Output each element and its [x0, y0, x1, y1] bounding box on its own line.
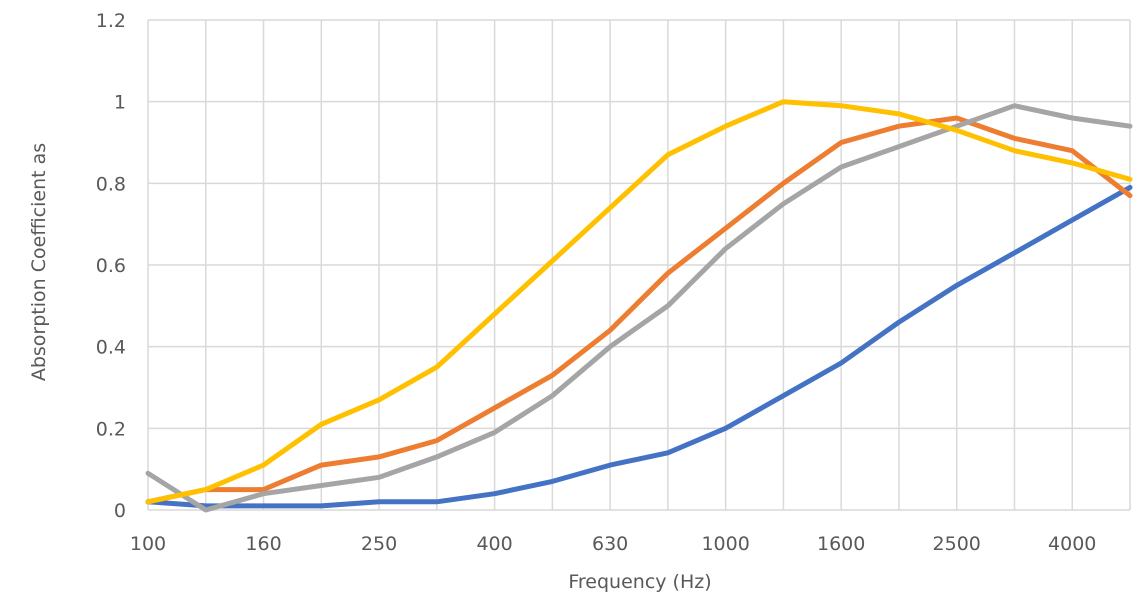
y-axis-title: Absorption Coefficient as	[28, 143, 50, 381]
y-axis-ticks: 0 0.2 0.4 0.6 0.8 1 1.2	[96, 10, 126, 522]
y-tick-label: 0.6	[96, 255, 126, 277]
x-tick-label: 160	[245, 533, 281, 555]
x-tick-label: 400	[476, 533, 512, 555]
x-tick-label: 2500	[933, 533, 981, 555]
x-axis-title: Frequency (Hz)	[568, 571, 711, 593]
x-tick-label: 1000	[701, 533, 749, 555]
series-lines	[145, 99, 1133, 513]
y-tick-label: 1.2	[96, 10, 126, 32]
y-tick-label: 0.2	[96, 418, 126, 440]
y-tick-label: 1	[114, 92, 126, 114]
x-tick-label: 4000	[1048, 533, 1096, 555]
series-line-3	[145, 103, 1133, 513]
y-tick-label: 0	[114, 500, 126, 522]
grid-lines	[147, 19, 1131, 511]
series-line-4	[145, 99, 1133, 505]
x-tick-label: 100	[130, 533, 166, 555]
x-tick-label: 250	[361, 533, 397, 555]
y-tick-label: 0.4	[96, 337, 126, 359]
series-line-1	[145, 184, 1133, 509]
x-tick-label: 630	[592, 533, 628, 555]
x-axis-ticks: 100 160 250 400 630 1000 1600 2500 4000	[130, 533, 1097, 555]
x-tick-label: 1600	[817, 533, 865, 555]
y-tick-label: 0.8	[96, 173, 126, 195]
